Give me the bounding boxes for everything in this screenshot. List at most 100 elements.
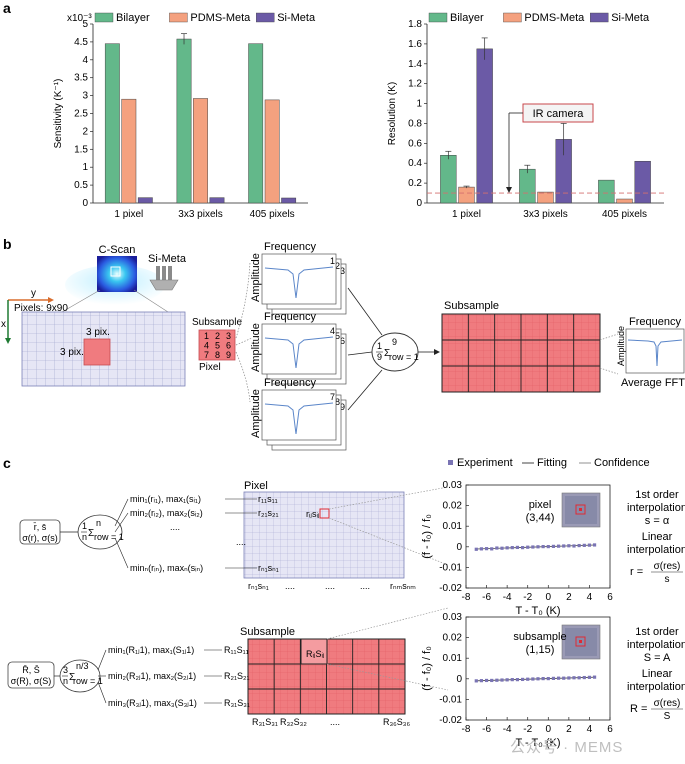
pixel-grid-c <box>243 491 405 579</box>
experiment-point <box>500 678 504 682</box>
subsample-cell-3: 3 <box>226 331 231 341</box>
pixel-rows: min₁(rᵢ₁), max₁(sᵢ₁) r₁₁s₁₁ min₂(rᵢ₂), max… <box>114 494 416 591</box>
pixel-row-minmax: min₁(rᵢ₁), max₁(sᵢ₁) <box>130 494 201 504</box>
experiment-point <box>562 676 566 680</box>
pixel-sum-node <box>77 514 123 550</box>
y-tick-label: 0.02 <box>443 633 463 644</box>
y-tick-label: 3.5 <box>74 73 88 84</box>
experiment-point <box>531 545 535 549</box>
legend-label: Si-Meta <box>277 12 316 24</box>
subsample-grid-c-title: Subsample <box>240 626 295 638</box>
experiment-point <box>479 547 484 551</box>
experiment-point <box>531 677 535 681</box>
subsample-center-label: RᵢⱼSᵢⱼ <box>306 649 325 659</box>
bar-pdmsmeta <box>264 99 280 204</box>
x-tick-label: -2 <box>523 724 532 735</box>
bar-bilayer <box>248 43 264 204</box>
x-tick-label: 405 pixels <box>250 209 295 220</box>
legend-label: PDMS-Meta <box>524 12 585 24</box>
bar-simeta <box>281 197 297 204</box>
experiment-point <box>556 544 561 548</box>
block-width-label: 3 pix. <box>86 327 110 338</box>
y-tick-label: 1 <box>82 162 88 173</box>
x-tick-label: 0 <box>546 724 552 735</box>
pixel-block-3x3 <box>83 338 111 366</box>
y-tick-label: 0 <box>82 198 88 209</box>
pixel-highlight <box>319 508 330 519</box>
fft-card-index: 6 <box>340 336 345 346</box>
lin2-den: S <box>664 711 671 722</box>
experiment-point <box>577 676 581 680</box>
interp1-eq: s = α <box>645 515 670 527</box>
pixel-interpolation-chart: -8 -6 -4 -2 0 2 4 6 -0.02 -0.01 0 0.01 0.02 0.03 pixel… <box>421 457 650 617</box>
experiment-point <box>592 675 597 679</box>
fft-card-index: 1 <box>330 256 335 266</box>
y-axis-label: Sensitivity (K⁻¹) <box>53 79 64 149</box>
lin1-line1: Linear <box>642 531 673 543</box>
x-axis-label: T - T₀ (K) <box>515 605 560 617</box>
lin2-line1: Linear <box>642 668 673 680</box>
legend-fitting: Fitting <box>537 457 567 469</box>
y-tick-label: 0.02 <box>443 501 463 512</box>
panel-label-c: c <box>3 455 11 471</box>
x-tick-label: 4 <box>587 724 593 735</box>
inset-coord: (3,44) <box>526 512 555 524</box>
subsample-cell-6: 6 <box>226 341 231 351</box>
pixel-label: Pixel <box>199 362 221 373</box>
pixel-link-bottom <box>328 517 449 566</box>
legend-label: Si-Meta <box>611 12 650 24</box>
subsample-highlight <box>300 638 328 665</box>
experiment-point <box>515 678 520 682</box>
fft-card-index: 5 <box>335 331 340 341</box>
avg-fft-caption: Average FFT <box>621 377 685 389</box>
experiment-point <box>526 545 530 549</box>
subsample-row-link <box>97 681 107 704</box>
interp1-line2: interpolation <box>627 502 685 514</box>
experiment-point <box>515 545 520 550</box>
x-tick-label: -4 <box>503 724 512 735</box>
ir-arrow-head <box>506 187 512 194</box>
lin1-num: σ(res) <box>654 561 681 572</box>
x-tick-label: -4 <box>503 592 512 603</box>
avg-fft-frequency-label: Frequency <box>629 316 681 328</box>
pixel-row-link <box>114 498 129 527</box>
pixel-row-cell: rₙ₁sₙ₁ <box>258 563 279 573</box>
experiment-point <box>562 544 566 548</box>
bar-pdmsmeta <box>616 198 633 204</box>
cscan-roi <box>110 266 121 277</box>
experiment-point <box>551 544 556 548</box>
subsample-cell-7: 7 <box>204 350 209 360</box>
y-tick-label: 0.4 <box>408 158 422 169</box>
subsample-row-cell: R₁₁S₁₁ <box>224 645 249 655</box>
beam-line-left <box>61 289 101 313</box>
pixel-bottom-cell: .... <box>325 581 335 591</box>
x-axis-label: T - T₀ (K) <box>515 737 560 749</box>
subsample-3x3 <box>198 329 236 361</box>
experiment-point <box>587 543 592 547</box>
y-tick-label: -0.02 <box>439 583 462 594</box>
fft-card-index: 7 <box>330 392 335 402</box>
fft-card-index: 9 <box>340 402 345 412</box>
experiment-point <box>556 676 561 680</box>
experiment-point <box>495 546 499 550</box>
simeta-sensor-icon <box>149 266 179 291</box>
x-tick-label: 0 <box>546 592 552 603</box>
interp2-eq: S = A <box>644 652 671 664</box>
fft-card-index: 3 <box>340 266 345 276</box>
x-tick-label: 6 <box>607 724 613 735</box>
pixel-row-minmax: min₂(rᵢ₂), max₂(sᵢ₂) <box>130 508 203 518</box>
experiment-point <box>582 675 586 680</box>
subsample-cell-1: 1 <box>204 331 209 341</box>
y-tick-label: 0.5 <box>74 180 88 191</box>
panel-label-a: a <box>3 0 11 16</box>
pixel-row-minmax: minₙ(rᵢₙ), maxₙ(sᵢₙ) <box>130 563 203 573</box>
avg-fft-box <box>625 328 685 374</box>
fft-card-index: 2 <box>335 261 340 271</box>
block-height-label: 3 pix. <box>60 347 84 358</box>
y-axis-label: (f - f₀) / f₀ <box>421 646 433 691</box>
fan-line-bottom <box>235 351 251 403</box>
pixel-bottom-cell: .... <box>360 581 370 591</box>
subsample-result-mean: R̄, S̄ <box>22 665 40 675</box>
y-scale-label: x10⁻³ <box>67 13 92 24</box>
arrow-stack1-sum <box>347 287 383 336</box>
